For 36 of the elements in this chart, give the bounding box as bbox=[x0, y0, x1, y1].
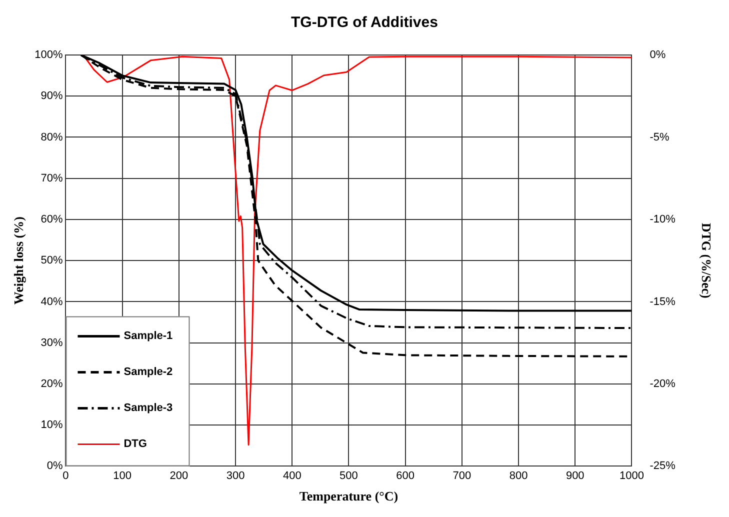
legend-label: Sample-3 bbox=[124, 402, 173, 414]
legend-label: Sample-2 bbox=[124, 366, 173, 378]
y-tick-label: 20% bbox=[40, 378, 63, 390]
legend-label: DTG bbox=[124, 438, 147, 450]
y-tick-label: 0% bbox=[46, 460, 63, 472]
y-tick-label: 90% bbox=[40, 90, 63, 102]
chart-title: TG-DTG of Additives bbox=[290, 14, 439, 31]
y-tick-label: 80% bbox=[40, 131, 63, 144]
y-tick-label: 70% bbox=[40, 172, 63, 184]
x-tick-label: 100 bbox=[113, 470, 132, 482]
y-tick-label: 10% bbox=[40, 419, 63, 432]
y2-tick-label: -20% bbox=[650, 378, 676, 390]
x-axis-title: Temperature (°C) bbox=[299, 488, 398, 504]
y2-tick-label: -15% bbox=[650, 296, 676, 308]
y-tick-label: 100% bbox=[34, 49, 63, 62]
y2-tick-label: -5% bbox=[650, 131, 670, 144]
y-tick-label: 50% bbox=[40, 254, 63, 267]
y2-axis-title: DTG (%/Sec) bbox=[698, 222, 714, 298]
x-tick-label: 600 bbox=[396, 470, 415, 482]
y2-tick-label: -25% bbox=[650, 460, 676, 472]
x-tick-label: 800 bbox=[509, 470, 528, 482]
x-tick-label: 900 bbox=[566, 470, 584, 482]
y2-tick-label: 0% bbox=[650, 49, 666, 62]
y-tick-label: 40% bbox=[40, 296, 63, 308]
x-tick-label: 300 bbox=[226, 470, 245, 482]
x-tick-label: 700 bbox=[452, 470, 472, 482]
x-tick-label: 0 bbox=[62, 470, 69, 482]
x-tick-label: 200 bbox=[170, 470, 188, 482]
x-tick-label: 500 bbox=[340, 470, 358, 482]
y-tick-label: 30% bbox=[40, 336, 63, 349]
y-axis-title: Weight loss (%) bbox=[11, 216, 26, 305]
x-tick-label: 400 bbox=[282, 470, 302, 482]
x-tick-label: 1000 bbox=[619, 470, 644, 482]
y-tick-label: 60% bbox=[40, 214, 63, 226]
legend-label: Sample-1 bbox=[124, 330, 173, 342]
y2-tick-label: -10% bbox=[650, 214, 676, 226]
